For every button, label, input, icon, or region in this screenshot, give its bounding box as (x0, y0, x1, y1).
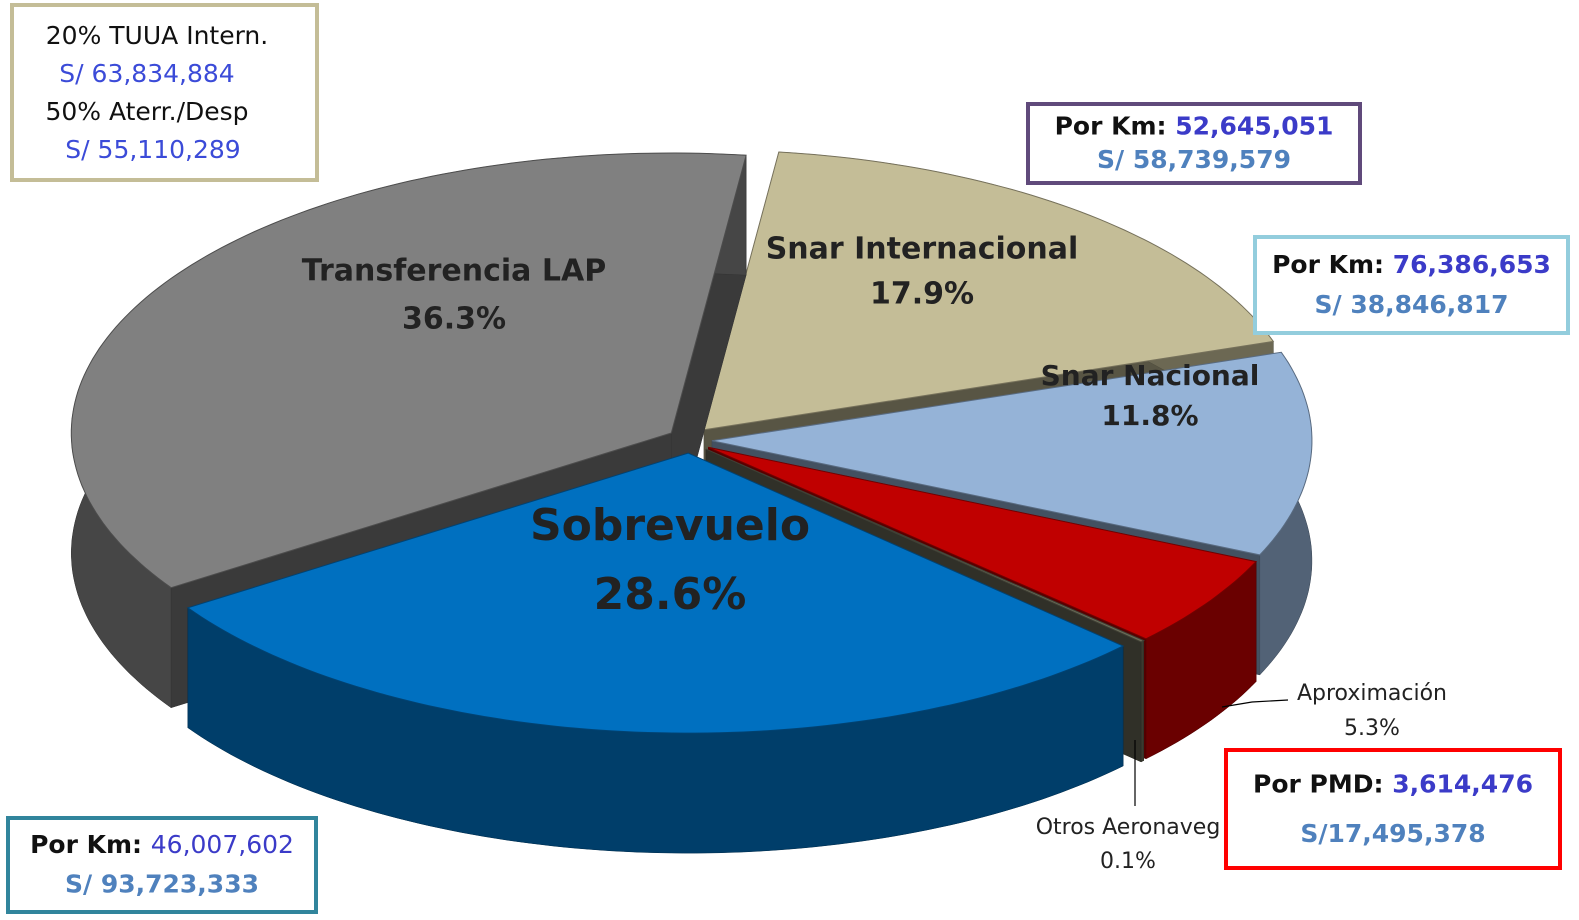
slice (703, 151, 1275, 431)
slice-label: Sobrevuelo (530, 500, 810, 551)
slice-label: Snar Internacional (766, 232, 1079, 267)
slice-label: Otros Aeronaveg (1036, 815, 1221, 840)
slice (705, 448, 1145, 643)
annotation-text: S/ 55,110,289 (65, 135, 240, 164)
slice-value-label: 28.6% (594, 569, 747, 620)
slice (186, 452, 1125, 734)
slice-label: Aproximación (1297, 681, 1447, 706)
slice-value-label: 11.8% (1101, 399, 1198, 432)
slice-label: Transferencia LAP (302, 254, 606, 289)
slice-value-label: 17.9% (870, 277, 974, 312)
annotation-box (1026, 102, 1362, 185)
annotation-value: 52,645,051 (1175, 112, 1333, 141)
annotation-value: 3,614,476 (1392, 769, 1533, 798)
annotation-text: 20% TUUA Intern. (46, 21, 268, 50)
annotation-heading: Por Km: (30, 830, 142, 859)
slice-label: Snar Nacional (1041, 359, 1260, 392)
annotation-value: 46,007,602 (151, 830, 294, 859)
annotation-line: Por Km: 76,386,653 (1272, 250, 1551, 279)
slice-value-label: 0.1% (1100, 849, 1156, 874)
slice-side (1140, 640, 1144, 763)
annotation-line: Por Km: 46,007,602 (30, 830, 294, 859)
annotation-amount: S/ 93,723,333 (65, 870, 259, 899)
annotation-box (1224, 748, 1562, 870)
annotation-amount: S/ 38,846,817 (1315, 290, 1509, 319)
slice (708, 446, 1258, 640)
annotation-box (6, 816, 318, 914)
leader-line (1221, 699, 1289, 708)
annotation-amount: S/17,495,378 (1300, 819, 1485, 848)
annotation-box (10, 3, 319, 182)
annotation-heading: Por Km: (1272, 250, 1384, 279)
annotation-line: Por Km: 52,645,051 (1055, 112, 1334, 141)
slice (70, 152, 747, 589)
slice (711, 351, 1313, 556)
annotation-text: S/ 63,834,884 (59, 59, 234, 88)
annotation-value: 76,386,653 (1393, 250, 1551, 279)
annotation-heading: Por PMD: (1253, 769, 1383, 798)
annotation-line: Por PMD: 3,614,476 (1253, 769, 1533, 798)
annotation-text: 50% Aterr./Desp (45, 97, 248, 126)
annotation-amount: S/ 58,739,579 (1097, 145, 1291, 174)
annotation-heading: Por Km: (1055, 112, 1167, 141)
annotation-box (1253, 235, 1570, 335)
slice-value-label: 36.3% (402, 302, 506, 337)
slice-value-label: 5.3% (1344, 716, 1400, 741)
